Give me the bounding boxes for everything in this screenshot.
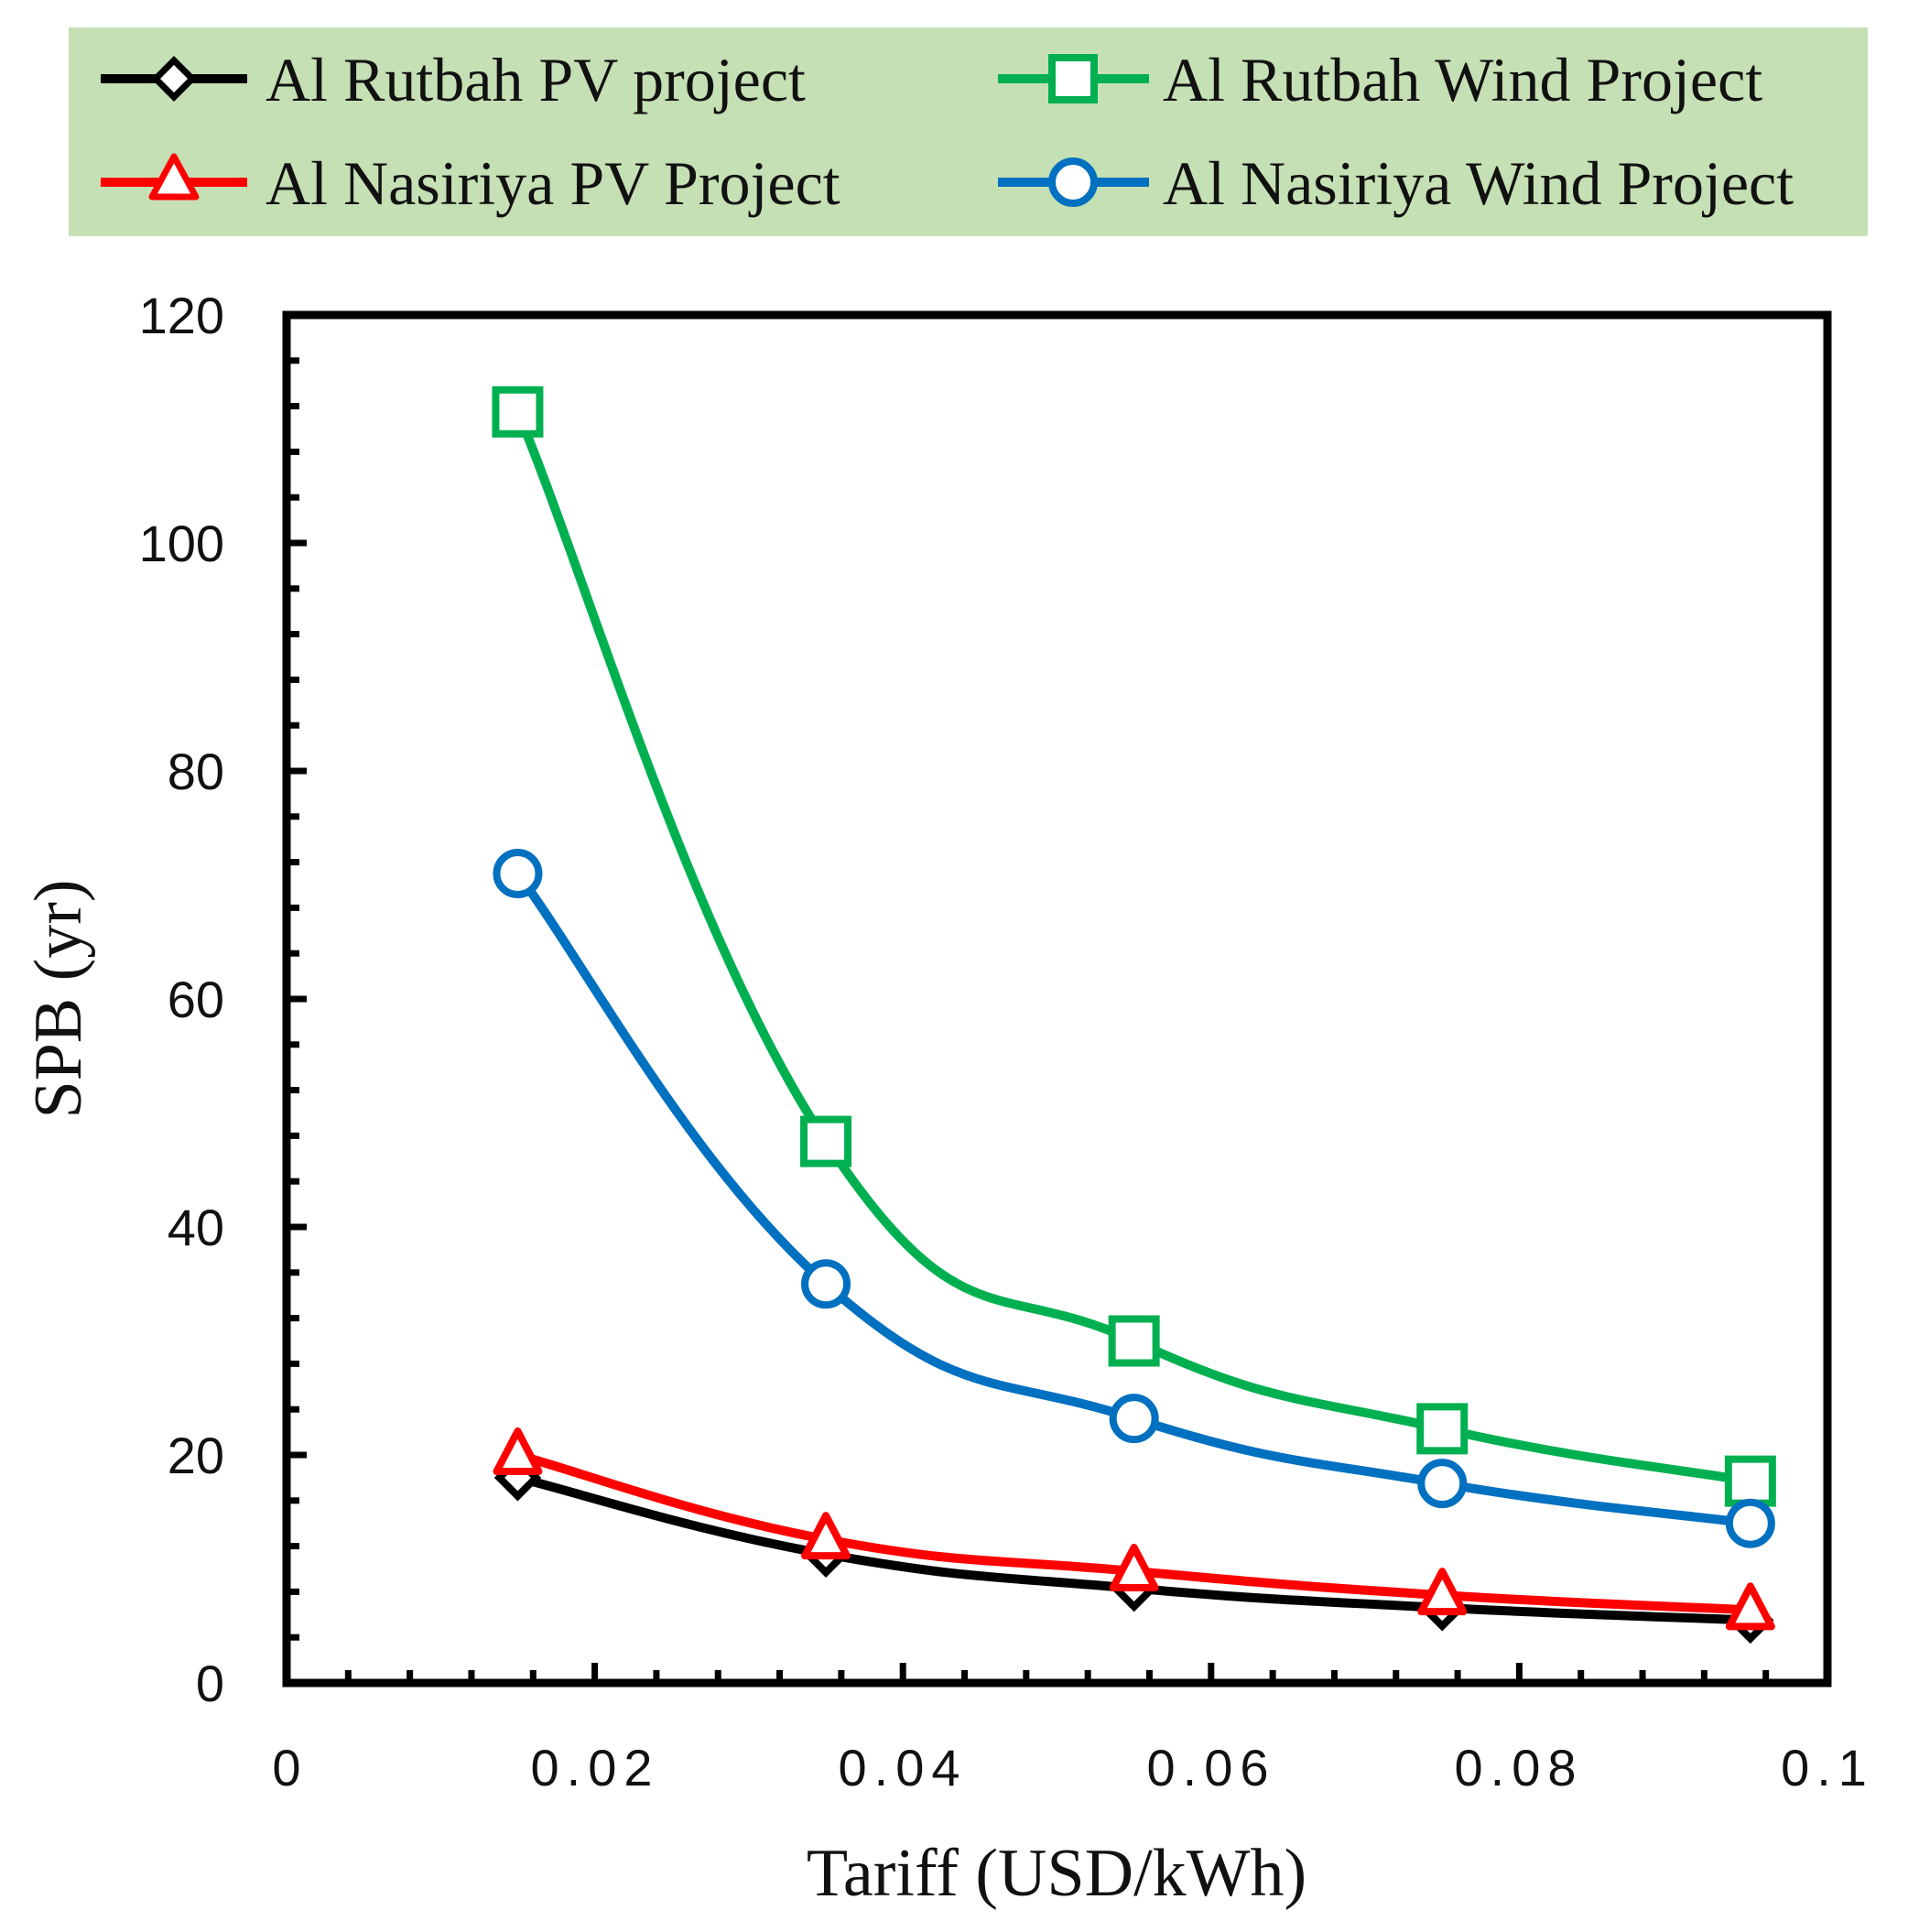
data-point-nasiriya-pv: [493, 1427, 543, 1475]
y-tick-label: 40: [168, 1199, 224, 1256]
x-axis: 0 0.02 0.04 0.06 0.08 0.1 Tariff (USD/kW…: [272, 1739, 1874, 1911]
x-tick-label: 0.04: [839, 1739, 968, 1796]
series-rutbah-wind: [492, 385, 1776, 1507]
data-point-nasiriya-wind: [801, 1259, 851, 1309]
series-nasiriya-pv: [493, 1427, 1775, 1631]
y-tick-label: 20: [168, 1427, 224, 1484]
y-tick-label: 120: [139, 287, 224, 344]
legend-marker-rutbah-pv: [151, 56, 197, 102]
y-tick-label: 0: [196, 1655, 224, 1712]
legend-entry-nasiriya-pv: Al Nasiriya PV Project: [101, 148, 840, 218]
data-point-rutbah-wind: [1724, 1455, 1776, 1507]
legend-label-rutbah-pv: Al Rutbah PV project: [266, 45, 806, 114]
y-axis: 0 20 40 60 80 100 120 SPB (yr): [21, 287, 224, 1712]
x-tick-label: 0.02: [531, 1739, 660, 1796]
data-point-rutbah-wind: [492, 385, 544, 438]
legend-marker-rutbah-wind: [1048, 54, 1098, 103]
y-tick-label: 100: [139, 515, 224, 572]
series-layer: [492, 385, 1776, 1644]
series-nasiriya-wind: [493, 849, 1775, 1548]
legend-entry-rutbah-pv: Al Rutbah PV project: [101, 45, 806, 114]
y-tick-label: 80: [168, 743, 224, 800]
series-line-nasiriya-wind: [513, 869, 1755, 1528]
plot-area: [282, 310, 1832, 1688]
data-point-nasiriya-wind: [493, 849, 543, 899]
x-axis-title: Tariff (USD/kWh): [807, 1836, 1306, 1911]
x-tick-label: 0.06: [1147, 1739, 1276, 1796]
legend-label-nasiriya-wind: Al Nasiriya Wind Project: [1163, 148, 1794, 218]
data-point-nasiriya-pv: [1417, 1568, 1468, 1616]
y-axis-title: SPB (yr): [21, 879, 96, 1118]
legend-label-rutbah-wind: Al Rutbah Wind Project: [1163, 45, 1762, 114]
minor-ticks: [287, 357, 1770, 1683]
data-point-rutbah-wind: [1416, 1403, 1469, 1455]
legend-entry-rutbah-wind: Al Rutbah Wind Project: [998, 45, 1762, 114]
data-point-rutbah-wind: [1108, 1315, 1160, 1367]
legend: Al Rutbah PV project Al Rutbah Wind Proj…: [69, 27, 1868, 236]
legend-marker-nasiriya-wind: [1048, 157, 1098, 207]
data-point-nasiriya-pv: [1725, 1582, 1775, 1631]
legend-background: [69, 27, 1868, 236]
data-point-nasiriya-pv: [1109, 1543, 1159, 1591]
data-point-nasiriya-wind: [1725, 1498, 1775, 1548]
data-point-nasiriya-wind: [1417, 1459, 1468, 1509]
x-tick-label: 0.08: [1455, 1739, 1584, 1796]
legend-label-nasiriya-pv: Al Nasiriya PV Project: [266, 148, 840, 218]
legend-marker-nasiriya-pv: [148, 153, 200, 201]
data-point-nasiriya-wind: [1109, 1394, 1159, 1444]
y-tick-label: 60: [168, 971, 224, 1028]
data-point-rutbah-wind: [800, 1115, 852, 1167]
series-line-rutbah-wind: [513, 407, 1755, 1486]
data-point-nasiriya-pv: [801, 1512, 851, 1560]
x-tick-label: 0: [272, 1739, 300, 1796]
x-tick-label: 0.1: [1781, 1739, 1874, 1796]
legend-entry-nasiriya-wind: Al Nasiriya Wind Project: [998, 148, 1794, 218]
